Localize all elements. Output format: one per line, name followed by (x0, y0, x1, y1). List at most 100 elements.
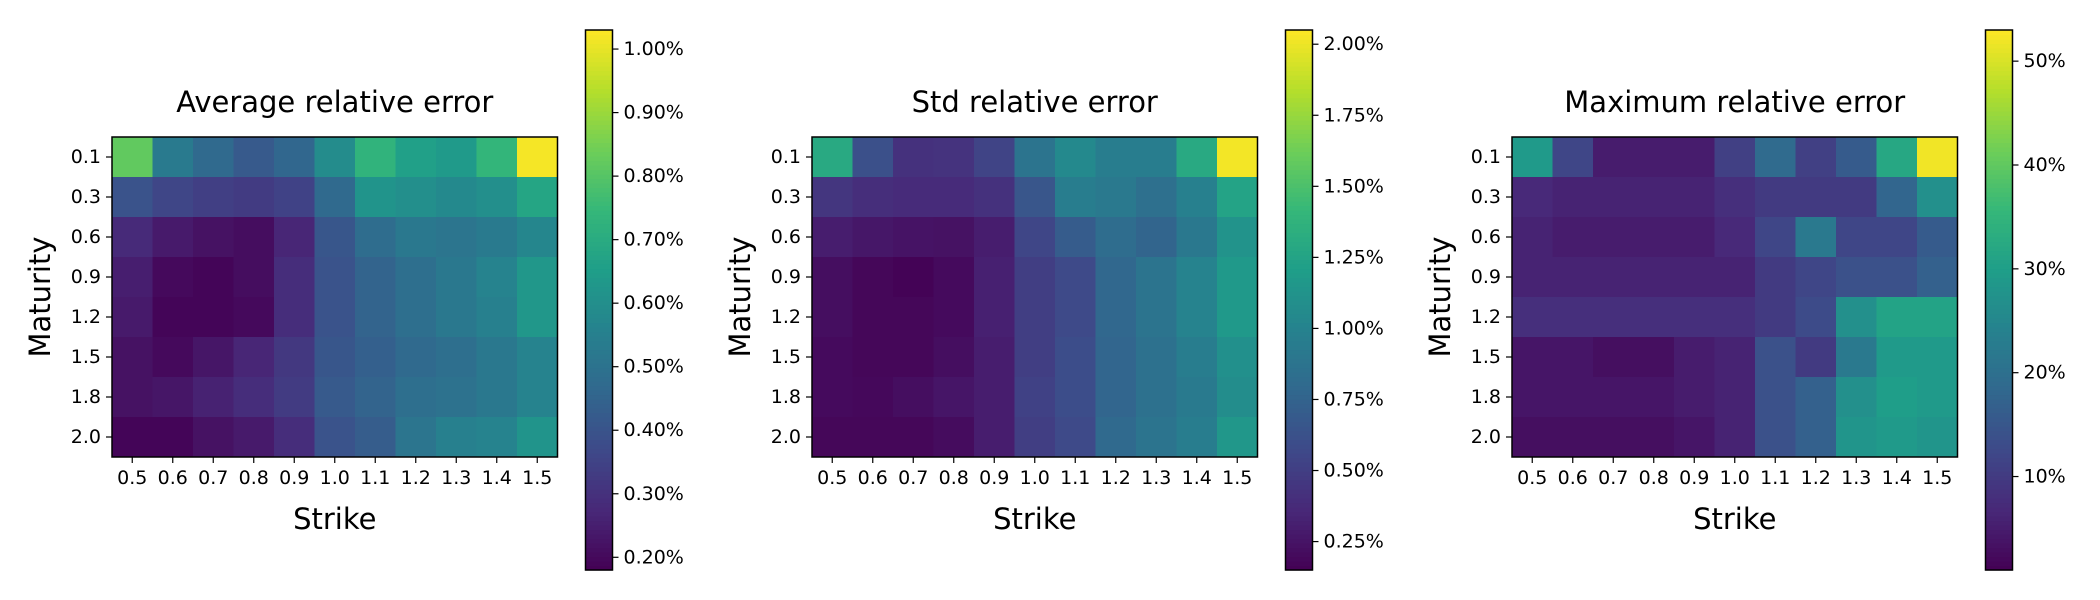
colorbar-segment (1285, 498, 1313, 504)
colorbar-tick-label: 1.50% (1324, 175, 1384, 197)
colorbar-segment (1285, 349, 1313, 355)
colorbar-segment (585, 115, 613, 121)
colorbar-segment (585, 124, 613, 130)
heatmap-cell (1095, 337, 1137, 378)
heatmap-cell (112, 257, 153, 298)
heatmap-cell (1795, 257, 1837, 298)
heatmap-cell (1512, 137, 1553, 178)
colorbar-segment (1985, 48, 2013, 54)
colorbar-segment (1285, 327, 1313, 333)
colorbar-segment (1285, 214, 1313, 220)
colorbar-segment (585, 489, 613, 495)
heatmap-cell (1836, 177, 1877, 218)
colorbar-segment (585, 187, 613, 193)
heatmap-cell (1633, 217, 1675, 258)
colorbar-segment (585, 30, 613, 36)
heatmap-cell (1795, 337, 1837, 378)
colorbar-segment (1285, 84, 1313, 90)
colorbar-tick-label: 2.00% (1324, 33, 1384, 55)
heatmap-cell (1014, 297, 1056, 338)
x-tick-label: 0.8 (939, 467, 969, 489)
colorbar-segment (585, 520, 613, 526)
colorbar-segment (1985, 340, 2013, 346)
colorbar-segment (1285, 390, 1313, 396)
y-tick-label: 1.8 (1471, 386, 1501, 408)
heatmap-cell (1714, 137, 1756, 178)
heatmap-cell (274, 417, 315, 458)
colorbar-segment (1985, 430, 2013, 436)
heatmap-cell (974, 217, 1015, 258)
heatmap-cell (355, 137, 396, 178)
heatmap-cell (1674, 177, 1715, 218)
heatmap-cell (1593, 337, 1634, 378)
colorbar-segment (585, 160, 613, 166)
axis-ticks: 0.5 0.6 0.7 0.8 0.9 1.0 1.1 1.2 1.3 1.4 1.5 0.1 0.3 0… (1471, 146, 1953, 489)
heatmap-cell (112, 177, 153, 218)
y-tick-label: 1.5 (771, 346, 801, 368)
x-tick-label: 1.0 (1720, 467, 1750, 489)
heatmap-cell (1176, 377, 1218, 418)
colorbar-segment (585, 466, 613, 472)
colorbar-segment (585, 223, 613, 229)
heatmap-cell (1512, 417, 1553, 458)
heatmap-cell (355, 377, 396, 418)
x-tick-label: 1.0 (320, 467, 350, 489)
colorbar-segment (585, 561, 613, 567)
colorbar-segment (1985, 268, 2013, 274)
colorbar-segment (1985, 520, 2013, 526)
colorbar-segment (1985, 273, 2013, 279)
colorbar-segment (585, 169, 613, 175)
x-tick-label: 0.6 (1558, 467, 1588, 489)
heatmap-cell (1176, 417, 1218, 458)
heatmap-cell (1836, 137, 1877, 178)
colorbar-segment (1985, 345, 2013, 351)
colorbar-segment (585, 390, 613, 396)
colorbar-tick-label: 0.25% (1324, 531, 1384, 553)
y-tick-label: 1.5 (1471, 346, 1501, 368)
panel-title: Average relative error (176, 85, 493, 119)
colorbar-segment (1285, 187, 1313, 193)
colorbar-segment (1985, 43, 2013, 49)
colorbar-segment (1985, 70, 2013, 76)
colorbar-segment (1985, 313, 2013, 319)
colorbar-segment (1285, 381, 1313, 387)
colorbar-segment (1285, 493, 1313, 499)
heatmap-cell (933, 417, 975, 458)
colorbar-tick-label: 10% (2024, 466, 2066, 488)
heatmap-cell (1795, 417, 1837, 458)
colorbar-segment (1985, 543, 2013, 549)
colorbar-segment (1985, 241, 2013, 247)
colorbar-segment (1985, 210, 2013, 216)
colorbar-segment (585, 426, 613, 432)
colorbar-segment (1985, 354, 2013, 360)
colorbar-segment (1985, 165, 2013, 171)
colorbar-segment (585, 511, 613, 517)
colorbar-segment (1285, 196, 1313, 202)
colorbar-segment (1985, 511, 2013, 517)
colorbar-segment (1985, 516, 2013, 522)
colorbar-segment (1285, 439, 1313, 445)
colorbar-segment (585, 430, 613, 436)
heatmap-cell (1876, 417, 1918, 458)
heatmap-cell (933, 137, 975, 178)
colorbar-segment (1985, 358, 2013, 364)
colorbar-segment (1285, 507, 1313, 513)
heatmap-cell (233, 417, 275, 458)
x-tick-label: 0.9 (979, 467, 1009, 489)
heatmap-cell (1095, 217, 1137, 258)
heatmap-cells (811, 136, 1259, 458)
colorbar-segment (585, 502, 613, 508)
colorbar-segment (585, 138, 613, 144)
colorbar-segment (1285, 79, 1313, 85)
colorbar-tick-label: 30% (2024, 258, 2066, 280)
colorbar-segment (585, 295, 613, 301)
colorbar-segment (1985, 286, 2013, 292)
colorbar-segment (585, 381, 613, 387)
heatmap-cell (1755, 297, 1796, 338)
colorbar-tick-label: 1.00% (1324, 317, 1384, 339)
colorbar-segment (1985, 331, 2013, 337)
colorbar-segment (585, 210, 613, 216)
colorbar-segment (585, 471, 613, 477)
heatmap-cell (1217, 177, 1258, 218)
